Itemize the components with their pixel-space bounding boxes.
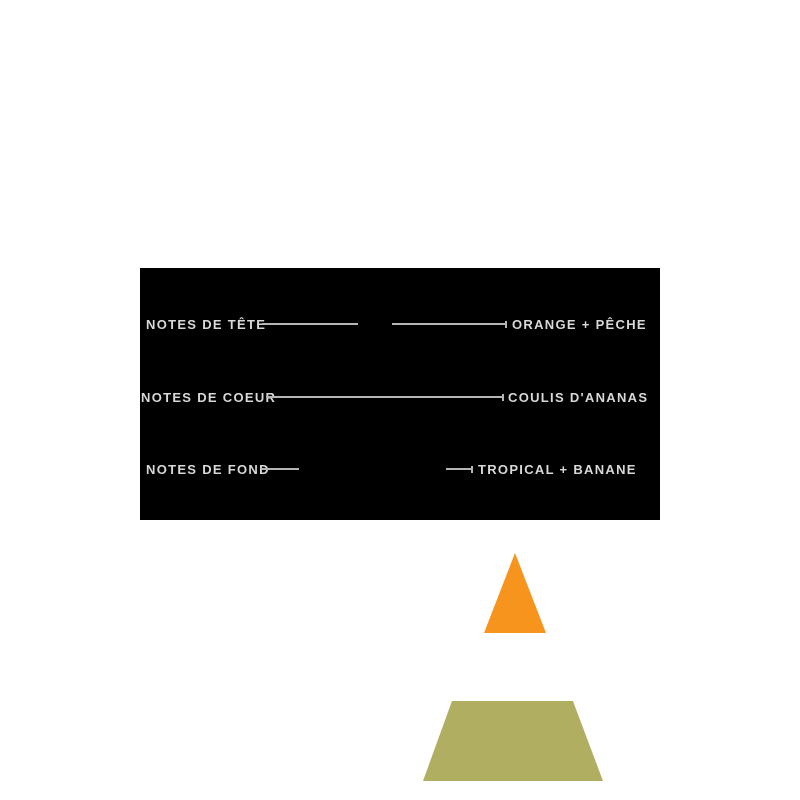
heart-notes-leader-tick xyxy=(502,394,504,401)
top-notes-label: NOTES DE TÊTE xyxy=(146,317,267,332)
top-notes-triangle xyxy=(484,553,546,633)
heart-notes-label: NOTES DE COEUR xyxy=(141,390,277,405)
base-notes-leader-tick xyxy=(471,466,473,473)
heart-notes-leader-line xyxy=(266,396,504,398)
base-notes-value: TROPICAL + BANANE xyxy=(478,462,637,477)
base-notes-trapezoid xyxy=(423,701,603,781)
base-notes-label: NOTES DE FOND xyxy=(146,462,270,477)
pyramid-panel: NOTES DE TÊTE ORANGE + PÊCHE NOTES DE CO… xyxy=(140,268,660,781)
top-notes-leader-tick xyxy=(505,321,507,328)
top-notes-value: ORANGE + PÊCHE xyxy=(512,317,647,332)
base-notes-leader-mask xyxy=(299,468,446,471)
top-notes-leader-mask xyxy=(358,323,392,326)
heart-notes-value: COULIS D'ANANAS xyxy=(508,390,649,405)
